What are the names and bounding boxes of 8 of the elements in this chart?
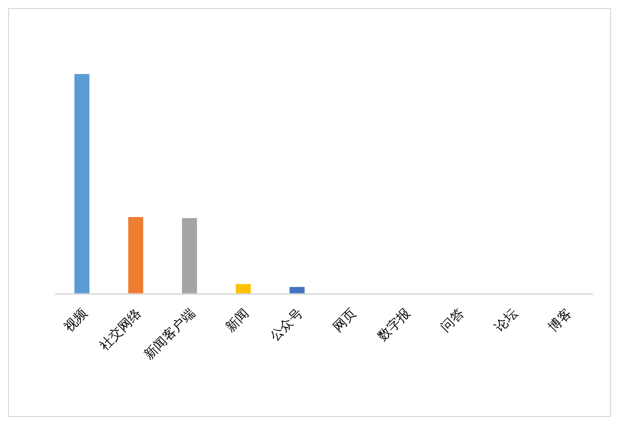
x-tick-label: 博客 [545, 306, 575, 336]
x-tick-label: 视频 [62, 306, 91, 336]
x-tick-label: 问答 [438, 306, 468, 336]
x-tick-label: 新闻 [223, 306, 252, 336]
x-tick-label: 公众号 [268, 306, 306, 344]
x-tick-label: 数字报 [374, 306, 414, 344]
x-tick-label: 网页 [330, 306, 360, 336]
x-tick-label: 论坛 [492, 306, 522, 336]
